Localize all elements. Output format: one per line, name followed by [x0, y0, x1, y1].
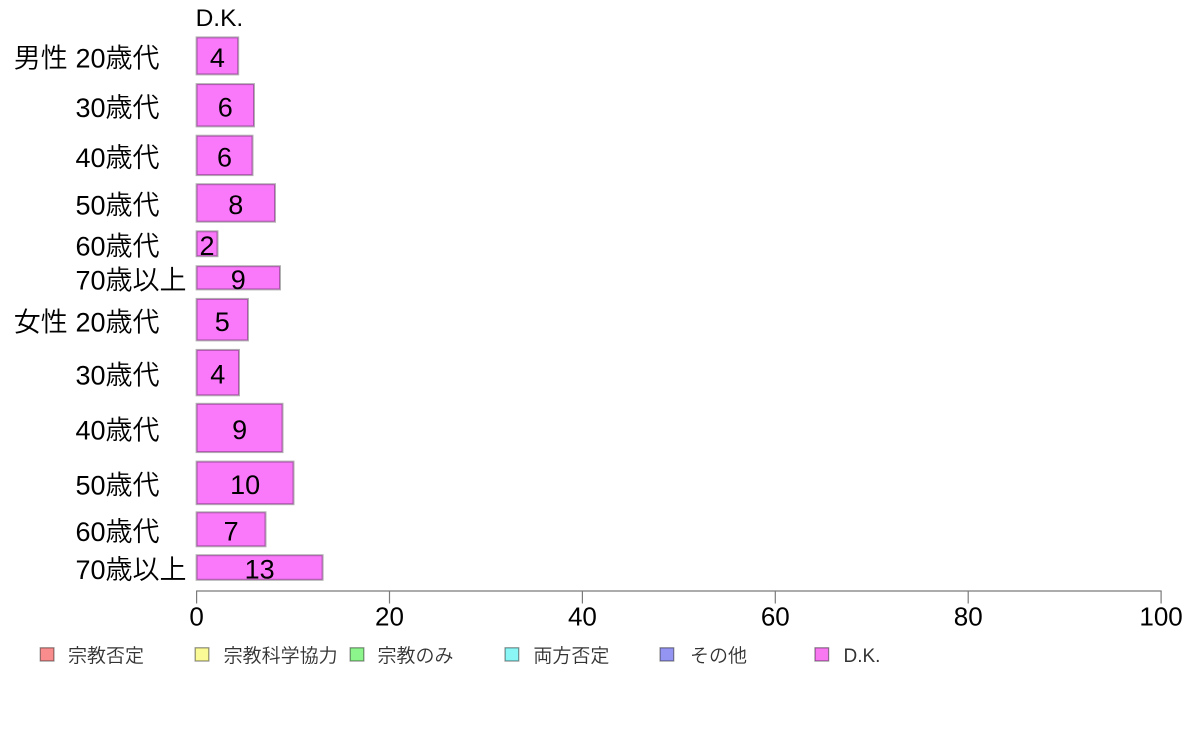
- svg-text:30歳代: 30歳代: [76, 93, 160, 123]
- svg-text:30歳代: 30歳代: [76, 360, 160, 390]
- svg-text:宗教科学協力: 宗教科学協力: [224, 645, 338, 667]
- svg-text:20歳代: 20歳代: [76, 44, 160, 74]
- svg-text:2: 2: [199, 231, 214, 261]
- svg-text:50歳代: 50歳代: [76, 191, 160, 221]
- svg-text:60歳代: 60歳代: [76, 517, 160, 547]
- svg-text:6: 6: [217, 143, 232, 173]
- svg-text:40: 40: [568, 602, 597, 632]
- svg-text:70歳以上: 70歳以上: [76, 555, 187, 585]
- svg-text:両方否定: 両方否定: [533, 645, 609, 667]
- svg-text:4: 4: [210, 43, 225, 73]
- svg-text:70歳以上: 70歳以上: [76, 266, 187, 296]
- svg-text:20: 20: [375, 602, 404, 632]
- svg-text:60歳代: 60歳代: [76, 231, 160, 261]
- svg-text:50歳代: 50歳代: [76, 471, 160, 501]
- svg-text:D.K.: D.K.: [844, 646, 881, 667]
- svg-text:40歳代: 40歳代: [76, 143, 160, 173]
- svg-text:9: 9: [232, 415, 247, 445]
- svg-text:0: 0: [189, 602, 203, 632]
- svg-text:宗教のみ: 宗教のみ: [378, 645, 454, 667]
- svg-text:5: 5: [215, 307, 230, 337]
- svg-text:10: 10: [230, 470, 260, 500]
- svg-text:4: 4: [210, 360, 225, 390]
- svg-text:7: 7: [224, 516, 239, 546]
- svg-text:40歳代: 40歳代: [76, 416, 160, 446]
- svg-text:女性: 女性: [14, 307, 68, 337]
- svg-text:6: 6: [218, 92, 233, 122]
- svg-text:男性: 男性: [14, 44, 68, 74]
- svg-text:D.K.: D.K.: [196, 5, 244, 32]
- svg-text:宗教否定: 宗教否定: [68, 645, 144, 667]
- svg-text:80: 80: [954, 602, 983, 632]
- svg-text:100: 100: [1139, 602, 1182, 632]
- svg-text:60: 60: [761, 602, 790, 632]
- svg-text:20歳代: 20歳代: [76, 307, 160, 337]
- svg-text:13: 13: [245, 555, 275, 585]
- svg-text:その他: その他: [690, 645, 747, 667]
- svg-text:9: 9: [231, 265, 246, 295]
- svg-text:8: 8: [228, 190, 243, 220]
